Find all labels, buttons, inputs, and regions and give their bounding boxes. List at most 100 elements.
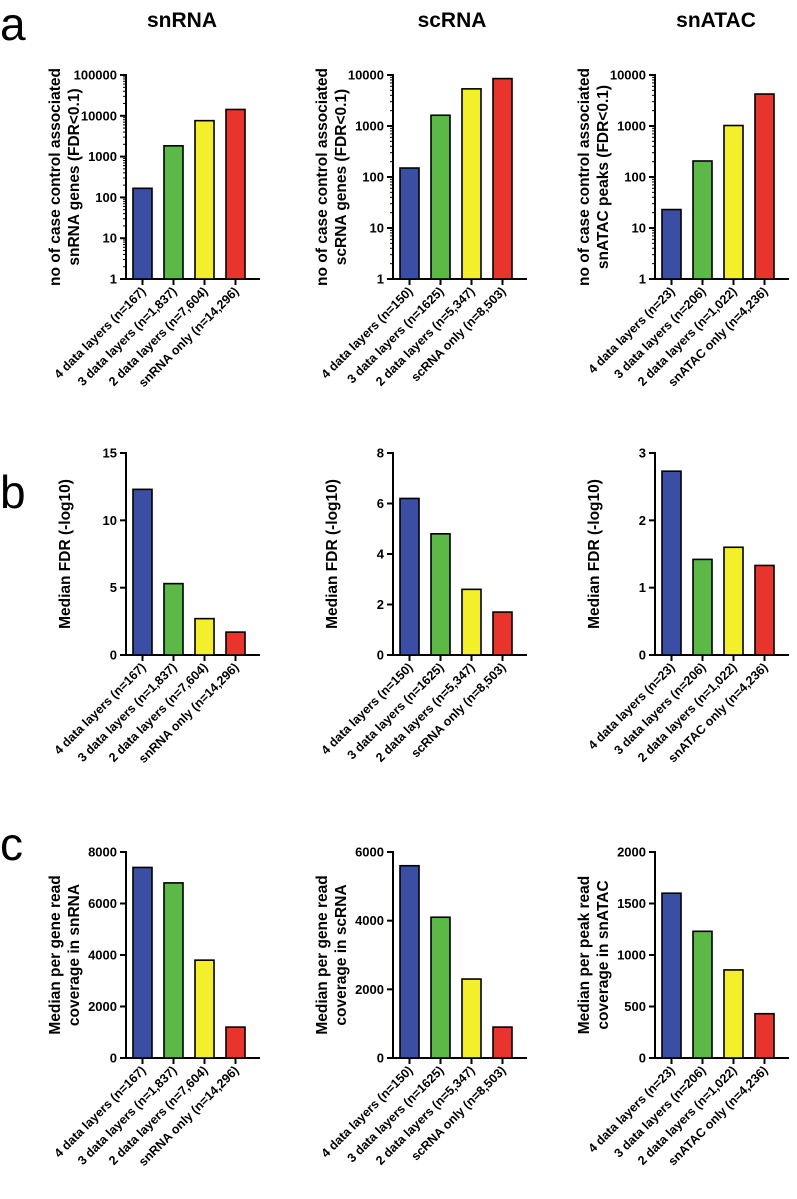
y-tick-label: 8	[377, 446, 384, 461]
y-tick-label: 10	[632, 221, 646, 236]
y-axis-label: snATAC peaks (FDR<0.1)	[595, 85, 612, 269]
bar-3	[194, 617, 215, 656]
bar-1	[132, 866, 153, 1059]
y-tick-label: 1	[377, 272, 384, 287]
bar-3	[194, 959, 215, 1059]
y-tick-label: 15	[103, 446, 117, 461]
y-tick-label: 1	[639, 580, 646, 595]
y-tick-label: 0	[377, 648, 384, 663]
panel-label-c: c	[0, 818, 23, 870]
y-axis-label: Median FDR (-log10)	[586, 479, 603, 629]
bar-3	[723, 969, 744, 1059]
bar-1	[661, 208, 682, 280]
panel-label-b: b	[0, 466, 26, 518]
y-axis-label: Median per peak read	[576, 876, 593, 1035]
bar-2	[692, 558, 713, 656]
y-tick-label: 1000	[88, 149, 117, 164]
bar-1	[661, 470, 682, 656]
bar-2	[163, 145, 184, 280]
y-tick-label: 5	[110, 580, 117, 595]
bar-3	[461, 88, 482, 280]
y-axis-label: Median FDR (-log10)	[324, 479, 341, 629]
bar-2	[430, 532, 451, 656]
y-axis-label: no of case control associated	[47, 68, 64, 286]
y-tick-label: 0	[639, 1051, 646, 1066]
y-tick-label: 6000	[355, 845, 384, 860]
bar-4	[492, 611, 513, 656]
y-tick-label: 4000	[88, 948, 117, 963]
y-tick-label: 100	[624, 170, 646, 185]
y-tick-label: 100000	[74, 68, 117, 83]
y-axis-label: Median FDR (-log10)	[57, 479, 74, 629]
y-tick-label: 100	[95, 190, 117, 205]
bar-2	[430, 916, 451, 1059]
y-tick-label: 10	[103, 513, 117, 528]
bar-1	[132, 187, 153, 280]
y-tick-label: 1	[639, 272, 646, 287]
y-axis-label: no of case control associated	[314, 68, 331, 286]
y-tick-label: 4	[377, 547, 385, 562]
bar-2	[430, 114, 451, 280]
y-tick-label: 2	[639, 513, 646, 528]
y-tick-label: 3	[639, 446, 646, 461]
bar-4	[225, 631, 246, 656]
y-tick-label: 1000	[617, 948, 646, 963]
y-axis-label: Median per gene read	[47, 875, 64, 1034]
bar-4	[225, 1026, 246, 1059]
bar-3	[723, 124, 744, 280]
y-tick-label: 4000	[355, 913, 384, 928]
bar-1	[399, 864, 420, 1059]
bar-2	[163, 882, 184, 1059]
y-tick-label: 100	[362, 170, 384, 185]
y-tick-label: 6	[377, 496, 384, 511]
y-tick-label: 500	[624, 999, 646, 1014]
y-tick-label: 6000	[88, 896, 117, 911]
bar-3	[723, 546, 744, 656]
bar-4	[754, 1012, 775, 1059]
y-axis-label: coverage in scRNA	[333, 884, 350, 1025]
column-title-snatac: snATAC	[676, 9, 756, 32]
y-tick-label: 10000	[610, 68, 646, 83]
bar-3	[194, 119, 215, 280]
y-tick-label: 2	[377, 597, 384, 612]
column-title-scrna: scRNA	[418, 9, 487, 32]
y-tick-label: 1000	[617, 119, 646, 134]
y-tick-label: 10	[370, 221, 384, 236]
bar-4	[225, 108, 246, 280]
y-tick-label: 8000	[88, 845, 117, 860]
y-axis-label: coverage in snATAC	[595, 880, 612, 1029]
bar-1	[399, 167, 420, 280]
bar-4	[492, 1026, 513, 1059]
bar-2	[692, 160, 713, 280]
y-axis-label: coverage in snRNA	[66, 884, 83, 1026]
bar-4	[754, 564, 775, 656]
bar-1	[661, 892, 682, 1059]
y-tick-label: 1	[110, 272, 117, 287]
bar-3	[461, 588, 482, 656]
y-tick-label: 2000	[355, 982, 384, 997]
y-tick-label: 0	[110, 648, 117, 663]
bar-4	[754, 93, 775, 280]
y-tick-label: 2000	[617, 845, 646, 860]
y-axis-label: Median per gene read	[314, 875, 331, 1034]
bar-1	[399, 497, 420, 656]
column-title-snrna: snRNA	[147, 9, 217, 32]
y-axis-label: snRNA genes (FDR<0.1)	[66, 88, 83, 265]
y-axis-label: no of case control associated	[576, 68, 593, 286]
y-tick-label: 10	[103, 231, 117, 246]
y-tick-label: 0	[639, 648, 646, 663]
y-tick-label: 0	[110, 1051, 117, 1066]
bar-4	[492, 77, 513, 280]
y-tick-label: 1000	[355, 119, 384, 134]
bar-1	[132, 488, 153, 656]
y-tick-label: 2000	[88, 999, 117, 1014]
